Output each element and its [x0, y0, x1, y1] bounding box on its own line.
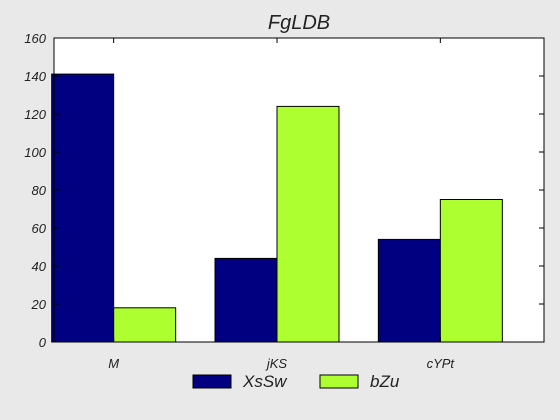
y-axis: 0 20 40 60 80 100 120 140 160 — [24, 31, 544, 350]
legend: XsSw bZu — [192, 372, 400, 391]
legend-label: bZu — [370, 372, 400, 391]
y-tick-label: 60 — [32, 221, 47, 236]
y-tick-label: 160 — [24, 31, 46, 46]
y-tick-label: 0 — [39, 335, 47, 350]
x-tick-label: jKS — [265, 356, 288, 371]
y-tick-label: 40 — [32, 259, 47, 274]
y-tick-label: 100 — [24, 145, 46, 160]
chart-title: FgLDB — [268, 12, 330, 34]
legend-swatch-XsSw — [192, 374, 232, 389]
y-tick-label: 120 — [24, 107, 46, 122]
bar-bZu-jKS — [276, 105, 340, 343]
bar-XsSw-cYPt — [377, 238, 441, 343]
y-tick-label: 20 — [31, 297, 47, 312]
y-tick-label: 80 — [32, 183, 47, 198]
bar-XsSw-M — [51, 73, 115, 343]
y-tick-label: 140 — [24, 69, 46, 84]
plot-frame — [53, 37, 545, 343]
x-tick-label: cYPt — [427, 356, 456, 371]
bar-bZu-M — [113, 307, 177, 343]
bars-group — [51, 73, 503, 343]
legend-label: XsSw — [242, 372, 288, 391]
x-tick-label: M — [108, 356, 119, 371]
bar-bZu-cYPt — [439, 199, 503, 343]
legend-swatch-bZu — [319, 374, 359, 389]
bar-XsSw-jKS — [214, 257, 278, 343]
